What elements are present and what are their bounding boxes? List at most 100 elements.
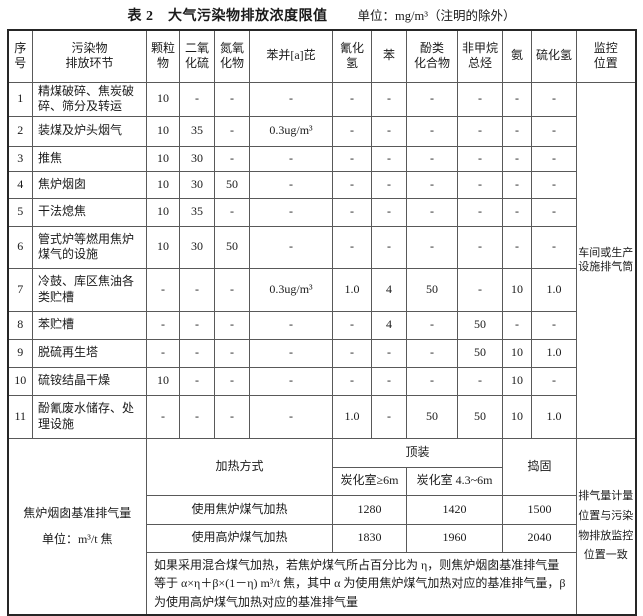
row-number: 10: [7, 366, 33, 396]
limit-value: 0.3ug/m³: [249, 267, 333, 312]
limit-value: 10: [502, 338, 532, 368]
limit-value: -: [502, 197, 532, 227]
chamber-height-ge6m-header: 炭化室≥6m: [332, 466, 407, 496]
limit-value: -: [502, 145, 532, 172]
col-header-monitor: 监控 位置: [576, 29, 636, 83]
limit-value: -: [179, 310, 215, 340]
limit-value: -: [406, 115, 458, 147]
limit-value: -: [406, 225, 458, 269]
limit-value: 35: [179, 115, 215, 147]
limit-value: 1.0: [332, 394, 372, 439]
limit-value: 50: [457, 310, 503, 340]
limit-value: -: [214, 267, 250, 312]
pollutant-row: 10 硫铵结晶干燥 10 - - - - - - - 10 -: [7, 366, 636, 396]
limit-value: -: [371, 225, 407, 269]
limit-value: -: [146, 310, 180, 340]
limit-value: 30: [179, 225, 215, 269]
limit-value: -: [214, 310, 250, 340]
limit-value: -: [406, 145, 458, 172]
limit-value: -: [371, 197, 407, 227]
limit-value: -: [249, 366, 333, 396]
pollutant-row: 2 装煤及炉头烟气 10 35 - 0.3ug/m³ - - - - - -: [7, 115, 636, 147]
baseline-value: 1500: [502, 494, 577, 525]
limit-value: -: [249, 225, 333, 269]
limit-value: 10: [146, 145, 180, 172]
limit-value: -: [249, 170, 333, 199]
limit-value: -: [457, 366, 503, 396]
limit-value: -: [457, 145, 503, 172]
limit-value: -: [371, 81, 407, 117]
process-name: 脱硫再生塔: [32, 338, 147, 368]
limit-value: -: [371, 170, 407, 199]
col-header-so2: 二氧 化硫: [179, 29, 215, 83]
limit-value: -: [457, 170, 503, 199]
limit-value: -: [531, 81, 577, 117]
pollutant-row: 3 推焦 10 30 - - - - - - - -: [7, 145, 636, 172]
baseline-value: 1280: [332, 494, 407, 525]
baseline-value: 2040: [502, 523, 577, 553]
limit-value: -: [531, 225, 577, 269]
heating-method-header: 加热方式: [146, 437, 333, 496]
limit-value: -: [531, 115, 577, 147]
limit-value: 1.0: [531, 394, 577, 439]
row-number: 6: [7, 225, 33, 269]
baseline-row: 使用高炉煤气加热 1830 1960 2040: [8, 523, 636, 553]
process-name: 干法熄焦: [32, 197, 147, 227]
limit-value: -: [332, 225, 372, 269]
baseline-value: 1960: [406, 523, 503, 553]
limit-value: -: [502, 115, 532, 147]
limit-value: 35: [179, 197, 215, 227]
limit-value: 10: [502, 366, 532, 396]
limit-value: 50: [406, 267, 458, 312]
limit-value: 50: [214, 170, 250, 199]
limit-value: -: [332, 338, 372, 368]
col-header-benzene: 苯: [371, 29, 407, 83]
limit-value: -: [332, 197, 372, 227]
limit-value: 4: [371, 310, 407, 340]
limit-value: 1.0: [332, 267, 372, 312]
table-title: 表 2 大气污染物排放浓度限值: [127, 9, 328, 24]
limit-value: 50: [214, 225, 250, 269]
limit-value: -: [214, 338, 250, 368]
limit-value: -: [502, 170, 532, 199]
process-name: 装煤及炉头烟气: [32, 115, 147, 147]
process-name: 推焦: [32, 145, 147, 172]
pollutant-row: 7 冷鼓、库区焦油各类贮槽 - - - 0.3ug/m³ 1.0 4 50 - …: [7, 267, 636, 312]
mixed-gas-note-row: 如果采用混合煤气加热，若焦炉煤气所占百分比为 η，则焦炉烟囱基准排气量等于 α×…: [8, 551, 636, 616]
limit-value: -: [146, 394, 180, 439]
process-name: 冷鼓、库区焦油各类贮槽: [32, 267, 147, 312]
limit-value: -: [146, 267, 180, 312]
process-name: 酚氰废水储存、处理设施: [32, 394, 147, 439]
limit-value: -: [406, 197, 458, 227]
limit-value: -: [214, 145, 250, 172]
baseline-value: 1830: [332, 523, 407, 553]
limit-value: -: [457, 81, 503, 117]
limit-value: -: [502, 310, 532, 340]
limit-value: -: [457, 267, 503, 312]
pollutant-row: 9 脱硫再生塔 - - - - - - - 50 10 1.0: [7, 338, 636, 368]
flow-monitor-note-cell: 排气量计量 位置与污染 物排放监控 位置一致: [576, 437, 636, 616]
row-number: 3: [7, 145, 33, 172]
row-number: 8: [7, 310, 33, 340]
limit-value: 10: [146, 81, 180, 117]
col-header-process: 污染物 排放环节: [32, 29, 147, 83]
limit-value: -: [457, 115, 503, 147]
chamber-subheader-row: 炭化室≥6m 炭化室 4.3~6m: [8, 466, 636, 496]
col-header-bap: 苯并[a]芘: [249, 29, 333, 83]
limit-value: -: [371, 394, 407, 439]
limit-value: -: [249, 338, 333, 368]
limit-value: -: [531, 366, 577, 396]
col-header-hcn: 氰化 氢: [332, 29, 372, 83]
pollutant-row: 11 酚氰废水储存、处理设施 - - - - 1.0 - 50 50 10 1.…: [7, 394, 636, 439]
baseline-header-row: 焦炉烟囱基准排气量 单位：m³/t 焦 加热方式 顶装 捣固 排气量计量 位置与…: [7, 437, 636, 616]
limit-value: -: [371, 338, 407, 368]
baseline-row-label: 使用高炉煤气加热: [146, 523, 333, 553]
row-number: 5: [7, 197, 33, 227]
limit-value: -: [531, 197, 577, 227]
unit-note: 单位：mg/m³（注明的除外）: [357, 9, 516, 23]
limit-value: 1.0: [531, 338, 577, 368]
limit-value: -: [249, 197, 333, 227]
stamp-charge-header: 捣固: [502, 437, 577, 496]
limit-value: -: [214, 394, 250, 439]
row-number: 4: [7, 170, 33, 199]
